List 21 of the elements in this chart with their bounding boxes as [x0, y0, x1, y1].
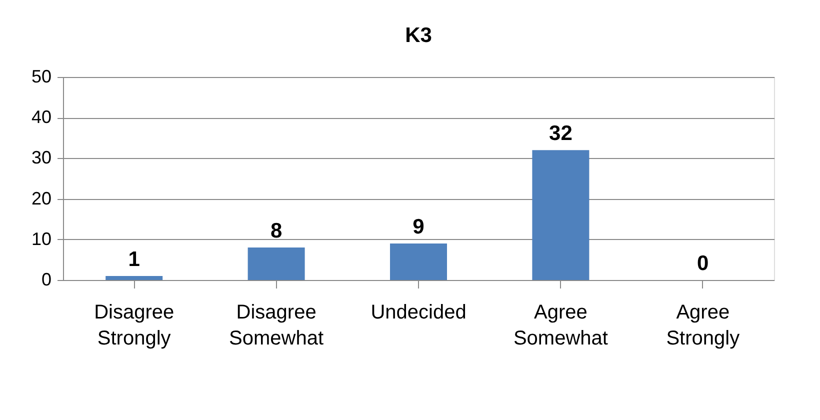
data-label: 1: [128, 248, 140, 271]
chart-title: K3: [405, 24, 432, 47]
y-tick-label: 30: [31, 148, 52, 168]
y-tick-label: 40: [31, 107, 52, 128]
x-tick-label: Agree Strongly: [666, 302, 740, 350]
bar: [532, 150, 590, 280]
x-tick-label: Disagree Somewhat: [229, 302, 324, 350]
x-tick-label: Agree Somewhat: [513, 302, 608, 350]
bar: [106, 276, 163, 280]
data-label: 32: [549, 122, 572, 146]
x-tick-label: Undecided: [370, 302, 466, 324]
y-tick-label: 10: [31, 228, 52, 249]
y-tick-label: 50: [31, 66, 52, 86]
y-tick-label: 20: [31, 188, 52, 208]
bar: [390, 243, 447, 280]
data-label: 8: [270, 220, 282, 243]
bar: [248, 248, 305, 280]
data-label: 0: [697, 252, 709, 275]
x-tick-label: Disagree Strongly: [94, 302, 174, 350]
y-tick-label: 0: [41, 270, 52, 290]
data-label: 9: [412, 215, 424, 238]
